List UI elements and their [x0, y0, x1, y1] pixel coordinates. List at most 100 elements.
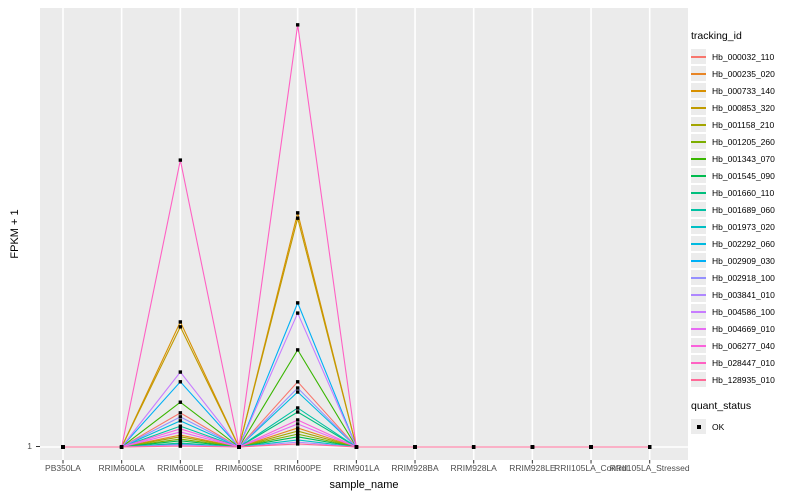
legend-key-line-swatch: [691, 185, 706, 200]
legend-item-Hb_000853_320: Hb_000853_320: [691, 100, 799, 115]
legend-item-Hb_003841_010: Hb_003841_010: [691, 287, 799, 302]
legend-key-line-swatch: [691, 270, 706, 285]
data-point: [237, 445, 241, 449]
legend-item-label: Hb_001343_070: [712, 153, 775, 164]
y-tick-label: 1: [27, 441, 32, 451]
legend-item-Hb_001660_110: Hb_001660_110: [691, 185, 799, 200]
legend-key-line-swatch: [691, 338, 706, 353]
data-point: [178, 411, 183, 415]
data-point: [295, 429, 300, 433]
legend-item-label: Hb_004586_100: [712, 306, 775, 317]
legend-key-line-swatch: [691, 253, 706, 268]
legend-key-line-swatch: [691, 202, 706, 217]
legend-key-line-swatch: [691, 49, 706, 64]
legend-item-Hb_002918_100: Hb_002918_100: [691, 270, 799, 285]
legend-item-label: Hb_000733_140: [712, 85, 775, 96]
legend-item-Hb_001973_020: Hb_001973_020: [691, 219, 799, 234]
data-point: [178, 370, 183, 374]
x-tick-label-RRIM928LE: RRIM928LE: [509, 463, 556, 473]
legend-item-label: Hb_000032_110: [712, 51, 775, 62]
x-tick-label-RRII105LA_Stressed: RRII105LA_Stressed: [609, 463, 690, 473]
data-point: [530, 445, 535, 449]
legend-item-label: Hb_004669_010: [712, 323, 775, 334]
data-point: [354, 445, 359, 449]
legend-item-Hb_002292_060: Hb_002292_060: [691, 236, 799, 251]
data-point: [295, 418, 300, 422]
plot-panel: [40, 8, 688, 464]
data-point: [295, 422, 300, 426]
data-point: [295, 432, 300, 436]
x-tick-label-RRIM928BA: RRIM928BA: [391, 463, 439, 473]
data-point: [178, 158, 183, 162]
data-point: [178, 435, 183, 439]
data-point: [178, 320, 183, 324]
data-point: [178, 380, 183, 384]
data-point: [648, 445, 652, 449]
legend-item-Hb_000032_110: Hb_000032_110: [691, 49, 799, 64]
legend-item-label: Hb_001973_020: [712, 221, 775, 232]
data-point: [295, 348, 300, 352]
x-tick-label-RRII105LA_Control: RRII105LA_Control: [554, 463, 628, 473]
data-point: [178, 427, 183, 431]
data-point: [295, 442, 300, 446]
quant-status-legend-items: OK: [691, 419, 799, 434]
legend-key-line-swatch: [691, 355, 706, 370]
x-tick-label-RRIM600PE: RRIM600PE: [274, 463, 322, 473]
legend-item-label: OK: [712, 421, 725, 432]
legend-item-Hb_001343_070: Hb_001343_070: [691, 151, 799, 166]
legend-item-label: Hb_003841_010: [712, 289, 775, 300]
legend-item-label: Hb_028447_010: [712, 357, 775, 368]
legend-item-label: Hb_001689_060: [712, 204, 775, 215]
x-tick-label-RRIM600LA: RRIM600LA: [98, 463, 145, 473]
tracking-id-legend-items: Hb_000032_110 Hb_000235_020 Hb_000733_140 H…: [691, 49, 799, 387]
legend-item-Hb_001545_090: Hb_001545_090: [691, 168, 799, 183]
data-point: [295, 211, 300, 215]
legend-item-Hb_006277_040: Hb_006277_040: [691, 338, 799, 353]
x-tick-label-RRIM901LA: RRIM901LA: [333, 463, 380, 473]
y-tick-mark: [36, 446, 40, 447]
panel-background: [40, 8, 688, 460]
legend-key-line-swatch: [691, 100, 706, 115]
legend-key-line-swatch: [691, 117, 706, 132]
data-point: [178, 437, 183, 441]
legend-item-Hb_004586_100: Hb_004586_100: [691, 304, 799, 319]
x-tick-label-RRIM600SE: RRIM600SE: [215, 463, 263, 473]
legend-key-line-swatch: [691, 321, 706, 336]
data-point: [295, 406, 300, 410]
legend-item-Hb_028447_010: Hb_028447_010: [691, 355, 799, 370]
legend-item-Hb_000733_140: Hb_000733_140: [691, 83, 799, 98]
data-point: [295, 216, 300, 220]
legend-item-label: Hb_001545_090: [712, 170, 775, 181]
data-point: [589, 445, 593, 449]
legend-item-Hb_001205_260: Hb_001205_260: [691, 134, 799, 149]
data-point: [295, 390, 300, 394]
legend-item-Hb_001158_210: Hb_001158_210: [691, 117, 799, 132]
data-point: [295, 426, 300, 430]
legend-key-line-swatch: [691, 236, 706, 251]
legend-item-label: Hb_001660_110: [712, 187, 775, 198]
legend-item-Hb_004669_010: Hb_004669_010: [691, 321, 799, 336]
data-point: [61, 445, 65, 449]
legend-item-quant-OK: OK: [691, 419, 799, 434]
data-point: [413, 445, 417, 449]
x-tick-label-PB350LA: PB350LA: [45, 463, 81, 473]
data-point: [295, 311, 300, 315]
x-axis-title: sample_name: [329, 479, 399, 491]
data-point: [178, 419, 183, 423]
legend-item-label: Hb_001205_260: [712, 136, 775, 147]
legend-key-square-swatch: [691, 419, 706, 434]
data-point: [178, 439, 183, 443]
legend-item-Hb_000235_020: Hb_000235_020: [691, 66, 799, 81]
legend-key-line-swatch: [691, 304, 706, 319]
legend-key-line-swatch: [691, 219, 706, 234]
legend-item-label: Hb_002918_100: [712, 272, 775, 283]
legend-item-label: Hb_000235_020: [712, 68, 775, 79]
legend: tracking_id Hb_000032_110 Hb_000235_020 Hb…: [691, 30, 799, 436]
legend-item-Hb_002909_030: Hb_002909_030: [691, 253, 799, 268]
legend-item-label: Hb_001158_210: [712, 119, 775, 130]
data-point: [178, 325, 183, 329]
data-point: [295, 380, 300, 384]
data-point: [295, 301, 300, 305]
legend-item-label: Hb_128935_010: [712, 374, 775, 385]
